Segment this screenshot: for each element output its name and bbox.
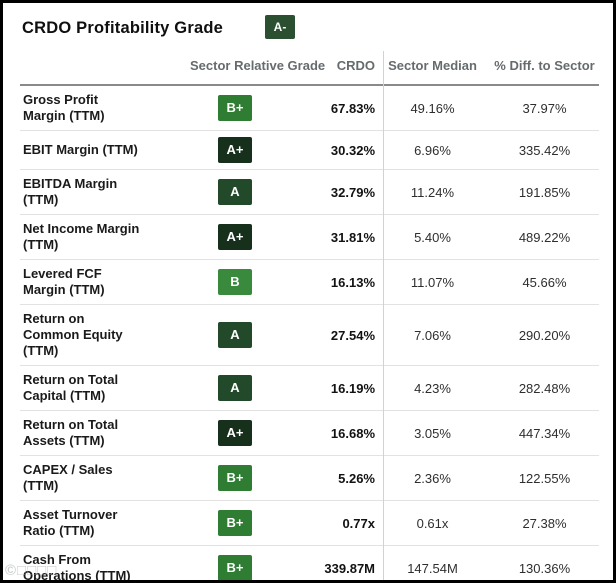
- metric-label: Cash From Operations (TTM): [20, 545, 190, 580]
- sector-median-value: 2.36%: [375, 455, 490, 501]
- table-row: Gross Profit Margin (TTM) B+ 67.83% 49.16% 3…: [20, 85, 599, 131]
- grade-badge: A+: [218, 420, 252, 446]
- pct-diff-value: 45.66%: [490, 259, 599, 305]
- table-row: Cash From Operations (TTM) B+ 339.87M 147.5…: [20, 545, 599, 580]
- grade-badge: B: [218, 269, 252, 295]
- metric-label: Gross Profit Margin (TTM): [20, 85, 190, 131]
- sector-median-value: 49.16%: [375, 85, 490, 131]
- col-header-metric: [20, 52, 190, 86]
- overall-grade-badge: A-: [265, 15, 295, 39]
- metric-label: Asset Turnover Ratio (TTM): [20, 500, 190, 546]
- pct-diff-value: 489.22%: [490, 214, 599, 260]
- grade-cell: A: [190, 304, 280, 366]
- pct-diff-value: 130.36%: [490, 545, 599, 580]
- grade-badge: B+: [218, 510, 252, 536]
- crdo-value: 32.79%: [280, 169, 375, 215]
- table-header-row: Sector Relative Grade CRDO Sector Median…: [20, 52, 599, 86]
- col-header-sector-relative-grade: Sector Relative Grade: [190, 52, 325, 86]
- crdo-value: 27.54%: [280, 304, 375, 366]
- sector-median-value: 6.96%: [375, 130, 490, 170]
- metric-label: EBIT Margin (TTM): [20, 130, 190, 170]
- grade-cell: A+: [190, 410, 280, 456]
- pct-diff-value: 447.34%: [490, 410, 599, 456]
- col-header-sector-median: Sector Median: [375, 52, 490, 86]
- grade-badge: A: [218, 322, 252, 348]
- pct-diff-value: 290.20%: [490, 304, 599, 366]
- pct-diff-value: 27.38%: [490, 500, 599, 546]
- pct-diff-value: 122.55%: [490, 455, 599, 501]
- pct-diff-value: 37.97%: [490, 85, 599, 131]
- metric-label: CAPEX / Sales (TTM): [20, 455, 190, 501]
- panel-header: CRDO Profitability Grade A-: [20, 15, 599, 39]
- profitability-table: Sector Relative Grade CRDO Sector Median…: [20, 52, 599, 580]
- column-divider: [383, 51, 384, 580]
- table-row: Return on Total Assets (TTM) A+ 16.68% 3.05…: [20, 410, 599, 456]
- grade-badge: A: [218, 375, 252, 401]
- table-row: EBIT Margin (TTM) A+ 30.32% 6.96% 335.42%: [20, 130, 599, 170]
- grade-cell: B+: [190, 455, 280, 501]
- sector-median-value: 5.40%: [375, 214, 490, 260]
- sector-median-value: 3.05%: [375, 410, 490, 456]
- grade-badge: A: [218, 179, 252, 205]
- sector-median-value: 11.07%: [375, 259, 490, 305]
- grade-cell: B: [190, 259, 280, 305]
- table-row: CAPEX / Sales (TTM) B+ 5.26% 2.36% 122.55%: [20, 455, 599, 501]
- crdo-value: 31.81%: [280, 214, 375, 260]
- crdo-value: 0.77x: [280, 500, 375, 546]
- metric-label: EBITDA Margin (TTM): [20, 169, 190, 215]
- col-header-pct-diff: % Diff. to Sector: [490, 52, 599, 86]
- sector-median-value: 147.54M: [375, 545, 490, 580]
- crdo-value: 67.83%: [280, 85, 375, 131]
- crdo-value: 5.26%: [280, 455, 375, 501]
- table-row: Levered FCF Margin (TTM) B 16.13% 11.07% 45.…: [20, 259, 599, 305]
- grade-badge: B+: [218, 95, 252, 121]
- table-row: Return on Total Capital (TTM) A 16.19% 4.23…: [20, 365, 599, 411]
- crdo-value: 16.19%: [280, 365, 375, 411]
- metric-label: Return on Total Assets (TTM): [20, 410, 190, 456]
- grade-cell: A: [190, 365, 280, 411]
- sector-median-value: 7.06%: [375, 304, 490, 366]
- metric-label: Net Income Margin (TTM): [20, 214, 190, 260]
- grade-badge: B+: [218, 555, 252, 580]
- pct-diff-value: 191.85%: [490, 169, 599, 215]
- sector-median-value: 0.61x: [375, 500, 490, 546]
- grade-cell: B+: [190, 545, 280, 580]
- col-header-crdo: CRDO: [280, 52, 375, 86]
- grade-badge: B+: [218, 465, 252, 491]
- grade-cell: B+: [190, 500, 280, 546]
- grade-cell: A: [190, 169, 280, 215]
- grade-badge: A+: [218, 224, 252, 250]
- crdo-value: 16.13%: [280, 259, 375, 305]
- table-row: Net Income Margin (TTM) A+ 31.81% 5.40% 489.…: [20, 214, 599, 260]
- grade-cell: A+: [190, 130, 280, 170]
- table-row: Return on Common Equity (TTM) A 27.54% 7.06…: [20, 304, 599, 366]
- grade-cell: B+: [190, 85, 280, 131]
- crdo-value: 16.68%: [280, 410, 375, 456]
- pct-diff-value: 335.42%: [490, 130, 599, 170]
- crdo-value: 30.32%: [280, 130, 375, 170]
- metric-label: Return on Total Capital (TTM): [20, 365, 190, 411]
- sector-median-value: 4.23%: [375, 365, 490, 411]
- table-row: Asset Turnover Ratio (TTM) B+ 0.77x 0.61x 27…: [20, 500, 599, 546]
- page-title: CRDO Profitability Grade: [22, 18, 223, 37]
- metric-label: Return on Common Equity (TTM): [20, 304, 190, 366]
- metric-label: Levered FCF Margin (TTM): [20, 259, 190, 305]
- table-row: EBITDA Margin (TTM) A 32.79% 11.24% 191.85%: [20, 169, 599, 215]
- grade-cell: A+: [190, 214, 280, 260]
- watermark: ©□□□□: [5, 562, 58, 579]
- pct-diff-value: 282.48%: [490, 365, 599, 411]
- crdo-value: 339.87M: [280, 545, 375, 580]
- sector-median-value: 11.24%: [375, 169, 490, 215]
- grade-badge: A+: [218, 137, 252, 163]
